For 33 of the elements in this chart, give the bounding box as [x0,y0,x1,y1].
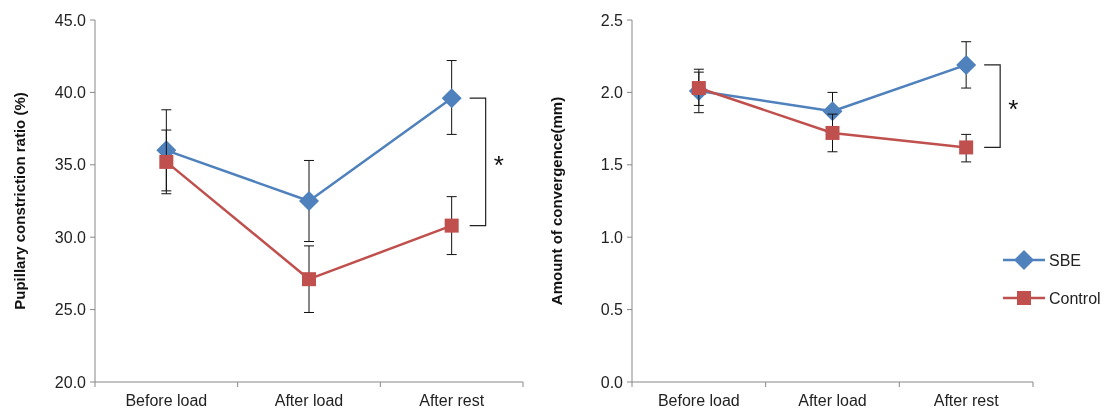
point [959,140,974,155]
point [444,218,459,233]
y-tick-label: 0.5 [600,301,624,319]
x-tick-label: After rest [419,392,485,409]
y-tick-label: 2.5 [600,11,624,29]
point [299,191,319,211]
point [825,125,840,140]
point [302,272,316,287]
y-tick-label: 45.0 [54,11,87,29]
x-tick-label: After load [274,392,344,409]
point [956,54,977,75]
annotation: * [1008,94,1019,125]
y-tick-label: 35.0 [54,156,87,174]
x-tick-label: Before load [125,392,208,409]
point [691,81,706,96]
legend-label: SBE [1049,251,1082,269]
point [441,88,462,109]
legend-label: Control [1049,289,1101,307]
x-tick-label: After rest [933,392,1000,409]
x-tick-label: Before load [657,392,740,409]
annotation: * [493,149,504,180]
y-axis-title: Amount of convergence(mm) [548,96,565,306]
x-tick-label: After load [798,392,867,409]
y-tick-label: 20.0 [54,373,87,391]
y-tick-label: 0.0 [600,373,624,391]
y-tick-label: 2.0 [600,84,624,101]
y-tick-label: 40.0 [54,84,87,101]
y-tick-label: 1.5 [600,156,624,174]
y-tick-label: 1.0 [600,228,624,246]
y-axis-title: Pupillary constriction ratio (%) [11,92,28,310]
point [159,154,174,169]
y-tick-label: 25.0 [54,301,87,319]
y-tick-label: 30.0 [54,228,87,246]
